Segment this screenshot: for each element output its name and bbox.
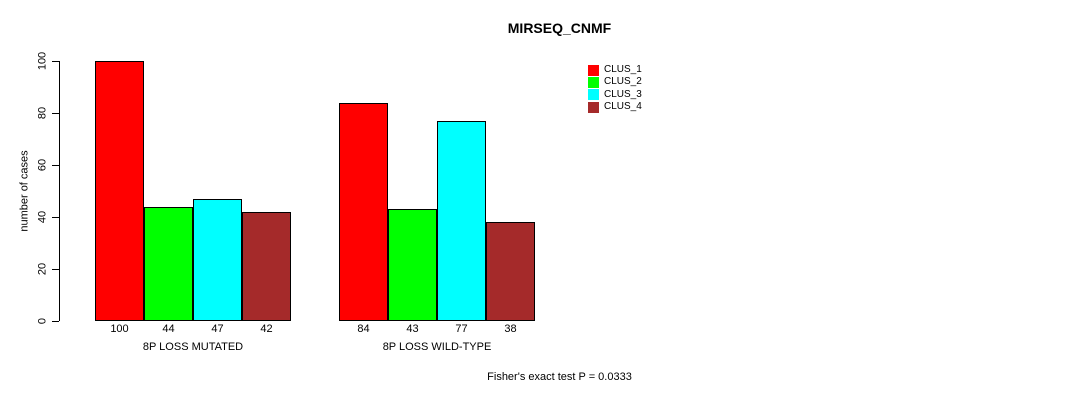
bar-clus_3 (193, 199, 242, 321)
bar-value-label: 44 (162, 323, 175, 335)
y-axis-tick (52, 61, 59, 62)
bar-clus_1 (339, 103, 388, 321)
legend-swatch (588, 64, 599, 76)
legend-label: CLUS_1 (604, 64, 642, 76)
y-axis-line (59, 61, 60, 321)
bar-value-label: 43 (406, 323, 419, 335)
y-axis-tick-label: 20 (36, 262, 49, 276)
bar-value-label: 47 (211, 323, 224, 335)
chart-title: MIRSEQ_CNMF (507, 20, 612, 36)
y-axis-tick (52, 113, 59, 114)
legend-label: CLUS_2 (604, 76, 642, 88)
bar-clus_3 (437, 121, 486, 321)
legend-swatch (588, 76, 599, 88)
bar-clus_4 (242, 212, 291, 321)
y-axis-tick (52, 165, 59, 166)
y-axis-title: number of cases (18, 150, 31, 232)
bar-clus_2 (144, 207, 193, 321)
y-axis-tick-label: 60 (36, 158, 49, 172)
y-axis-tick-label: 100 (36, 51, 49, 71)
y-axis-tick-label: 0 (36, 317, 49, 325)
bar-value-label: 38 (504, 323, 517, 335)
legend-item: CLUS_2 (588, 76, 642, 88)
bar-value-label: 100 (110, 323, 129, 335)
category-label: 8P LOSS WILD-TYPE (382, 341, 492, 353)
y-axis-tick (52, 321, 59, 322)
bar-clus_4 (486, 222, 535, 321)
y-axis-tick-label: 40 (36, 210, 49, 224)
category-label: 8P LOSS MUTATED (142, 341, 244, 353)
bar-clus_1 (95, 61, 144, 321)
bar-value-label: 84 (357, 323, 370, 335)
bar-clus_2 (388, 209, 437, 321)
legend-item: CLUS_3 (588, 89, 642, 101)
legend-swatch (588, 101, 599, 113)
bar-value-label: 77 (455, 323, 468, 335)
legend-label: CLUS_3 (604, 88, 642, 100)
legend-label: CLUS_4 (604, 101, 642, 113)
legend-item: CLUS_4 (588, 101, 642, 113)
y-axis-tick (52, 269, 59, 270)
y-axis-tick (52, 217, 59, 218)
legend: CLUS_1 CLUS_2 CLUS_3 CLUS_4 (588, 64, 642, 113)
legend-swatch (588, 89, 599, 101)
y-axis-tick-label: 80 (36, 106, 49, 120)
stat-test-annotation: Fisher's exact test P = 0.0333 (487, 371, 632, 383)
bar-value-label: 42 (260, 323, 273, 335)
legend-item: CLUS_1 (588, 64, 642, 76)
